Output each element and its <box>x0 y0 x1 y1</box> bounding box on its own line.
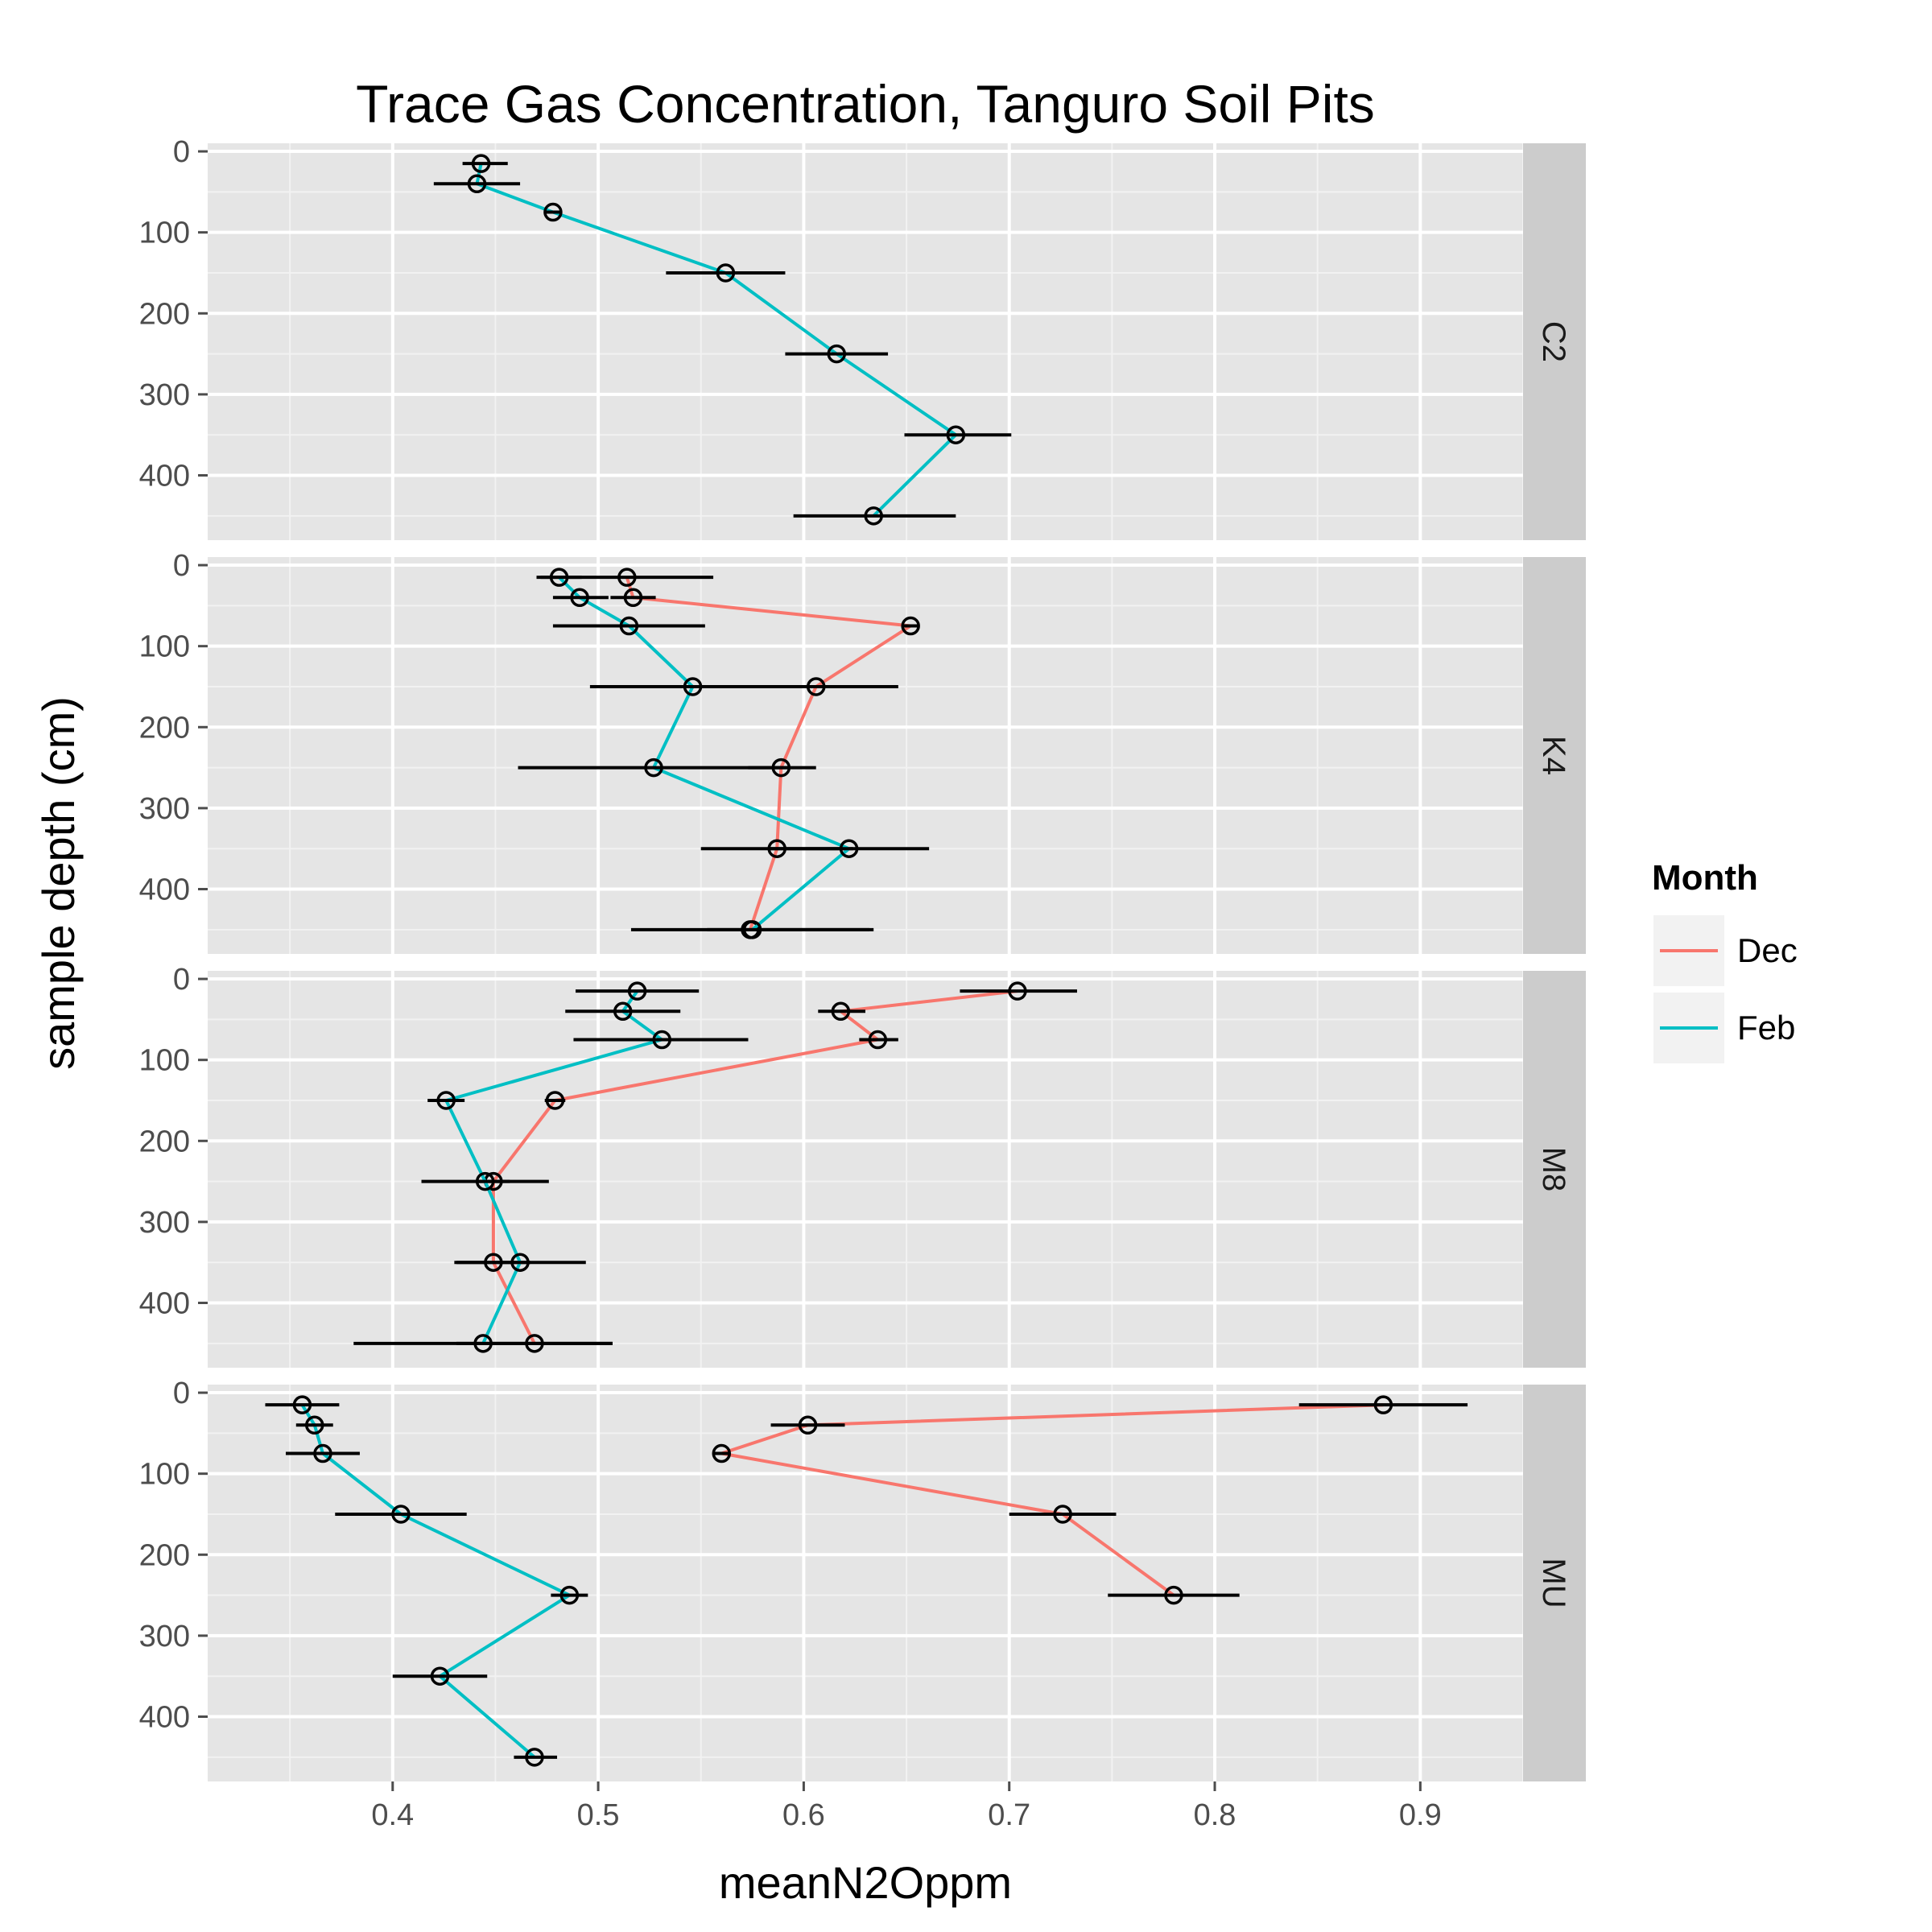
data-point <box>644 758 663 778</box>
data-point <box>475 1171 495 1191</box>
facet-strip <box>1523 143 1586 540</box>
x-tick-label: 0.8 <box>1194 1798 1236 1832</box>
data-point <box>839 839 859 858</box>
y-tick-label: 200 <box>139 1125 190 1158</box>
data-point <box>313 1443 332 1463</box>
chart-title: Trace Gas Concentration, Tanguro Soil Pi… <box>356 74 1375 134</box>
panel-mu: 0 100 200 300 400 MU <box>139 1377 1586 1781</box>
series-feb <box>433 154 1012 526</box>
data-point <box>473 1334 493 1353</box>
facet-strip-label: MU <box>1536 1558 1571 1608</box>
data-point <box>436 1091 456 1110</box>
facet-strip-label: K4 <box>1536 736 1571 775</box>
panel-c2: 0 100 200 300 400 C2 <box>139 135 1586 540</box>
data-point <box>831 1001 851 1022</box>
data-point <box>510 1253 530 1272</box>
data-point <box>1164 1585 1183 1605</box>
data-point <box>619 616 639 636</box>
y-tick-label: 200 <box>139 297 190 331</box>
x-tick-label: 0.6 <box>782 1798 825 1832</box>
data-point <box>683 677 703 696</box>
panel-background <box>208 143 1523 540</box>
data-point <box>292 1395 312 1414</box>
x-tick-label: 0.4 <box>371 1798 414 1832</box>
facet-panels: 0 100 200 300 400 C2 0 100 200 300 400 K4 0 100 200 300… <box>139 135 1586 1781</box>
y-tick-label: 200 <box>139 1538 190 1572</box>
y-tick-label: 300 <box>139 378 190 412</box>
y-tick-label: 400 <box>139 1701 190 1735</box>
data-point <box>1053 1505 1072 1524</box>
panel-k4: 0 100 200 300 400 K4 <box>139 549 1586 954</box>
legend-label-feb: Feb <box>1737 1009 1795 1046</box>
data-point <box>827 344 847 364</box>
y-tick-label: 400 <box>139 873 190 907</box>
y-tick-label: 100 <box>139 1044 190 1078</box>
facet-strip <box>1523 557 1586 954</box>
data-point <box>391 1505 411 1524</box>
data-point <box>549 568 569 587</box>
data-point <box>946 425 966 444</box>
legend-label-dec: Dec <box>1737 931 1798 969</box>
data-point <box>1008 981 1027 1001</box>
data-point <box>742 920 762 939</box>
panel-background <box>208 1385 1523 1781</box>
y-tick-label: 0 <box>173 963 190 997</box>
data-point <box>617 568 637 587</box>
data-point <box>471 154 491 173</box>
x-tick-label: 0.5 <box>577 1798 620 1832</box>
x-axis-ticks: 0.4 0.5 0.6 0.7 0.8 0.9 <box>371 1781 1442 1832</box>
y-tick-label: 100 <box>139 217 190 250</box>
y-tick-label: 0 <box>173 549 190 583</box>
legend-title: Month <box>1652 858 1758 898</box>
y-tick-label: 300 <box>139 1620 190 1653</box>
data-point <box>712 1443 732 1463</box>
x-tick-label: 0.9 <box>1399 1798 1442 1832</box>
data-point <box>525 1748 544 1767</box>
series-feb <box>353 981 749 1353</box>
y-tick-label: 300 <box>139 1206 190 1240</box>
series-feb <box>518 568 930 939</box>
data-point <box>467 174 487 194</box>
y-tick-label: 0 <box>173 135 190 169</box>
facet-strip <box>1523 971 1586 1368</box>
data-point <box>798 1415 818 1435</box>
series-dec <box>712 1395 1468 1605</box>
y-axis-title: sample depth (cm) <box>33 696 84 1070</box>
data-point <box>868 1030 888 1050</box>
data-point <box>652 1030 671 1050</box>
y-tick-label: 100 <box>139 630 190 664</box>
y-tick-label: 0 <box>173 1377 190 1410</box>
panel-m8: 0 100 200 300 400 M8 <box>139 963 1586 1368</box>
data-point <box>430 1666 450 1686</box>
data-point <box>716 263 736 283</box>
facet-strip-label: M8 <box>1536 1147 1571 1192</box>
facet-strip-label: C2 <box>1536 321 1571 362</box>
data-point <box>543 202 563 222</box>
data-point <box>613 1001 633 1022</box>
panel-background <box>208 557 1523 954</box>
data-point <box>570 588 589 608</box>
y-tick-label: 300 <box>139 792 190 826</box>
data-point <box>623 588 643 608</box>
data-point <box>305 1415 324 1435</box>
data-point <box>559 1585 580 1605</box>
y-tick-label: 200 <box>139 711 190 745</box>
series-feb <box>265 1395 588 1767</box>
legend: Month Dec Feb <box>1652 858 1798 1063</box>
y-tick-label: 400 <box>139 460 190 493</box>
data-point <box>864 506 883 526</box>
data-point <box>806 677 826 696</box>
data-point <box>545 1091 565 1110</box>
data-point <box>1373 1395 1393 1414</box>
facet-strip <box>1523 1385 1586 1781</box>
data-point <box>627 981 647 1001</box>
x-tick-label: 0.7 <box>988 1798 1030 1832</box>
y-tick-label: 100 <box>139 1458 190 1492</box>
x-axis-title: meanN2Oppm <box>719 1857 1012 1908</box>
y-tick-label: 400 <box>139 1287 190 1321</box>
data-point <box>901 616 920 636</box>
